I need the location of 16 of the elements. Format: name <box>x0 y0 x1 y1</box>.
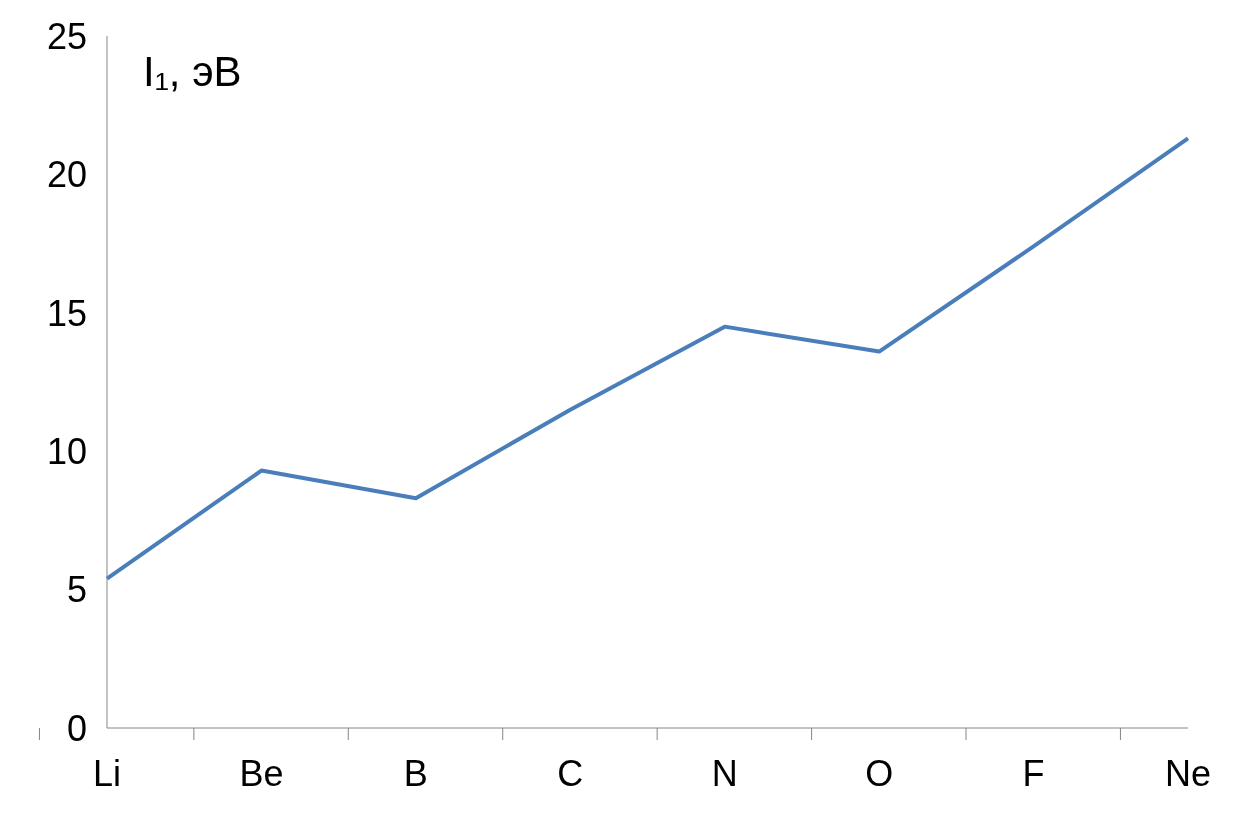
x-tick-label: O <box>865 753 894 794</box>
x-tick-label: Ne <box>1164 753 1212 794</box>
x-tick-label: Be <box>239 753 284 794</box>
x-tick-label: N <box>711 753 738 794</box>
y-axis-title: I₁, эВ <box>143 48 242 96</box>
y-tick-label: 20 <box>46 154 87 196</box>
x-tick-label: B <box>403 753 428 794</box>
x-tick-label: C <box>557 753 584 794</box>
y-tick-label: 25 <box>46 15 87 57</box>
y-tick-label: 15 <box>46 292 87 334</box>
y-tick-label: 10 <box>46 430 87 472</box>
y-tick-label: 5 <box>66 569 87 611</box>
y-tick-label: 0 <box>66 707 87 749</box>
line-series <box>105 136 1190 581</box>
x-tick-label: Li <box>92 753 122 794</box>
x-tick-label: F <box>1022 753 1045 794</box>
